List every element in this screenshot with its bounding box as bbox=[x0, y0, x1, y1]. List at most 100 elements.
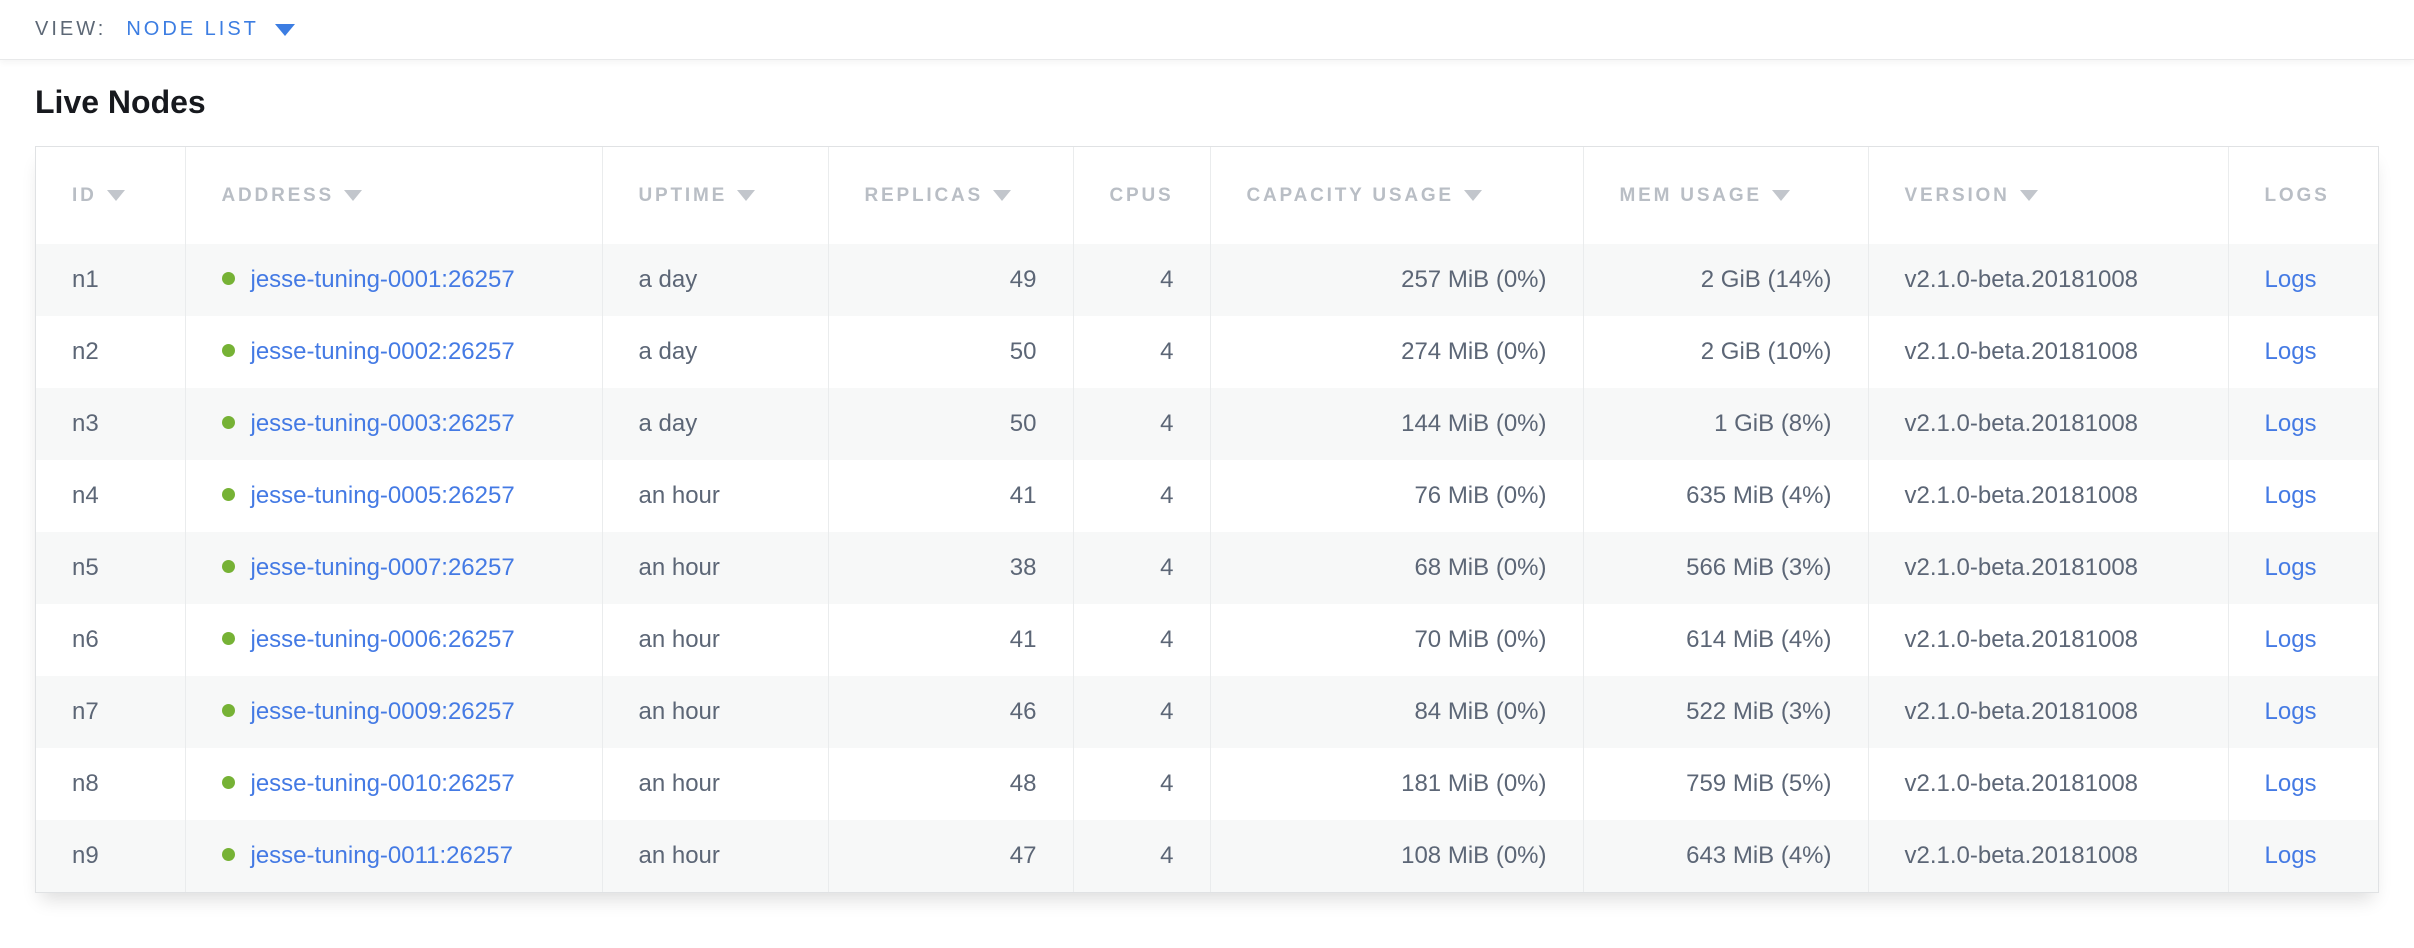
logs-link[interactable]: Logs bbox=[2265, 770, 2317, 797]
column-header-cpus: CPUS bbox=[1073, 147, 1210, 244]
logs-link[interactable]: Logs bbox=[2265, 482, 2317, 509]
cell-id: n2 bbox=[36, 316, 185, 388]
sort-caret-icon bbox=[993, 190, 1011, 201]
cell-version: v2.1.0-beta.20181008 bbox=[1868, 748, 2228, 820]
cell-id: n6 bbox=[36, 604, 185, 676]
column-header-label: ADDRESS bbox=[222, 185, 335, 206]
node-status-dot-icon bbox=[222, 416, 235, 429]
cell-id: n8 bbox=[36, 748, 185, 820]
cell-replicas: 38 bbox=[828, 532, 1073, 604]
cell-version: v2.1.0-beta.20181008 bbox=[1868, 676, 2228, 748]
node-address-link[interactable]: jesse-tuning-0005:26257 bbox=[251, 482, 515, 509]
table-row: n5jesse-tuning-0007:26257an hour38468 Mi… bbox=[36, 532, 2378, 604]
column-header-label: REPLICAS bbox=[865, 185, 983, 206]
node-status-dot-icon bbox=[222, 272, 235, 285]
cell-capacity: 257 MiB (0%) bbox=[1210, 244, 1583, 316]
cell-address: jesse-tuning-0007:26257 bbox=[185, 532, 602, 604]
cell-version: v2.1.0-beta.20181008 bbox=[1868, 820, 2228, 892]
node-status-dot-icon bbox=[222, 848, 235, 861]
cell-mem: 1 GiB (8%) bbox=[1583, 388, 1868, 460]
cell-cpus: 4 bbox=[1073, 532, 1210, 604]
view-selector-dropdown[interactable]: NODE LIST bbox=[126, 18, 295, 41]
node-address-link[interactable]: jesse-tuning-0006:26257 bbox=[251, 626, 515, 653]
column-header-replicas[interactable]: REPLICAS bbox=[828, 147, 1073, 244]
cell-address: jesse-tuning-0002:26257 bbox=[185, 316, 602, 388]
table-header-row: ID ADDRESS UPTIME REPLICAS CPUS CAPACITY USAG… bbox=[36, 147, 2378, 244]
logs-link[interactable]: Logs bbox=[2265, 554, 2317, 581]
cell-cpus: 4 bbox=[1073, 604, 1210, 676]
cell-logs: Logs bbox=[2228, 748, 2378, 820]
column-header-label: MEM USAGE bbox=[1620, 185, 1762, 206]
live-nodes-table-container: ID ADDRESS UPTIME REPLICAS CPUS CAPACITY USAG… bbox=[35, 146, 2379, 893]
node-address-link[interactable]: jesse-tuning-0009:26257 bbox=[251, 698, 515, 725]
column-header-uptime[interactable]: UPTIME bbox=[602, 147, 828, 244]
cell-mem: 643 MiB (4%) bbox=[1583, 820, 1868, 892]
node-address-link[interactable]: jesse-tuning-0010:26257 bbox=[251, 770, 515, 797]
page-title: Live Nodes bbox=[35, 82, 2379, 122]
sort-caret-icon bbox=[1772, 190, 1790, 201]
view-bar: VIEW: NODE LIST bbox=[0, 0, 2414, 60]
cell-cpus: 4 bbox=[1073, 316, 1210, 388]
cell-version: v2.1.0-beta.20181008 bbox=[1868, 604, 2228, 676]
node-status-dot-icon bbox=[222, 776, 235, 789]
cell-id: n9 bbox=[36, 820, 185, 892]
cell-logs: Logs bbox=[2228, 676, 2378, 748]
cell-mem: 2 GiB (14%) bbox=[1583, 244, 1868, 316]
logs-link[interactable]: Logs bbox=[2265, 266, 2317, 293]
column-header-label: CPUS bbox=[1110, 185, 1174, 206]
node-status-dot-icon bbox=[222, 560, 235, 573]
column-header-label: VERSION bbox=[1905, 185, 2010, 206]
column-header-label: UPTIME bbox=[639, 185, 728, 206]
column-header-capacity[interactable]: CAPACITY USAGE bbox=[1210, 147, 1583, 244]
cell-address: jesse-tuning-0009:26257 bbox=[185, 676, 602, 748]
cell-uptime: an hour bbox=[602, 748, 828, 820]
cell-uptime: a day bbox=[602, 316, 828, 388]
sort-caret-icon bbox=[344, 190, 362, 201]
column-header-address[interactable]: ADDRESS bbox=[185, 147, 602, 244]
view-selector-value: NODE LIST bbox=[126, 18, 259, 41]
cell-replicas: 48 bbox=[828, 748, 1073, 820]
cell-mem: 2 GiB (10%) bbox=[1583, 316, 1868, 388]
cell-address: jesse-tuning-0010:26257 bbox=[185, 748, 602, 820]
cell-capacity: 108 MiB (0%) bbox=[1210, 820, 1583, 892]
cell-replicas: 47 bbox=[828, 820, 1073, 892]
node-address-link[interactable]: jesse-tuning-0002:26257 bbox=[251, 338, 515, 365]
caret-down-icon bbox=[275, 24, 295, 36]
node-address-link[interactable]: jesse-tuning-0001:26257 bbox=[251, 266, 515, 293]
cell-capacity: 70 MiB (0%) bbox=[1210, 604, 1583, 676]
logs-link[interactable]: Logs bbox=[2265, 410, 2317, 437]
cell-replicas: 41 bbox=[828, 460, 1073, 532]
cell-logs: Logs bbox=[2228, 388, 2378, 460]
cell-version: v2.1.0-beta.20181008 bbox=[1868, 244, 2228, 316]
logs-link[interactable]: Logs bbox=[2265, 338, 2317, 365]
cell-mem: 759 MiB (5%) bbox=[1583, 748, 1868, 820]
cell-capacity: 181 MiB (0%) bbox=[1210, 748, 1583, 820]
node-address-link[interactable]: jesse-tuning-0011:26257 bbox=[251, 842, 513, 869]
node-address-link[interactable]: jesse-tuning-0007:26257 bbox=[251, 554, 515, 581]
column-header-label: ID bbox=[72, 185, 97, 206]
column-header-mem[interactable]: MEM USAGE bbox=[1583, 147, 1868, 244]
column-header-logs: LOGS bbox=[2228, 147, 2378, 244]
cell-version: v2.1.0-beta.20181008 bbox=[1868, 388, 2228, 460]
cell-uptime: an hour bbox=[602, 532, 828, 604]
cell-capacity: 84 MiB (0%) bbox=[1210, 676, 1583, 748]
cell-mem: 522 MiB (3%) bbox=[1583, 676, 1868, 748]
node-status-dot-icon bbox=[222, 704, 235, 717]
table-row: n1jesse-tuning-0001:26257a day494257 MiB… bbox=[36, 244, 2378, 316]
column-header-id[interactable]: ID bbox=[36, 147, 185, 244]
cell-version: v2.1.0-beta.20181008 bbox=[1868, 316, 2228, 388]
column-header-version[interactable]: VERSION bbox=[1868, 147, 2228, 244]
node-address-link[interactable]: jesse-tuning-0003:26257 bbox=[251, 410, 515, 437]
cell-mem: 635 MiB (4%) bbox=[1583, 460, 1868, 532]
logs-link[interactable]: Logs bbox=[2265, 626, 2317, 653]
node-status-dot-icon bbox=[222, 488, 235, 501]
cell-mem: 566 MiB (3%) bbox=[1583, 532, 1868, 604]
logs-link[interactable]: Logs bbox=[2265, 842, 2317, 869]
view-label: VIEW: bbox=[35, 18, 106, 41]
cell-logs: Logs bbox=[2228, 820, 2378, 892]
cell-address: jesse-tuning-0006:26257 bbox=[185, 604, 602, 676]
node-status-dot-icon bbox=[222, 344, 235, 357]
cell-logs: Logs bbox=[2228, 244, 2378, 316]
cell-logs: Logs bbox=[2228, 604, 2378, 676]
logs-link[interactable]: Logs bbox=[2265, 698, 2317, 725]
